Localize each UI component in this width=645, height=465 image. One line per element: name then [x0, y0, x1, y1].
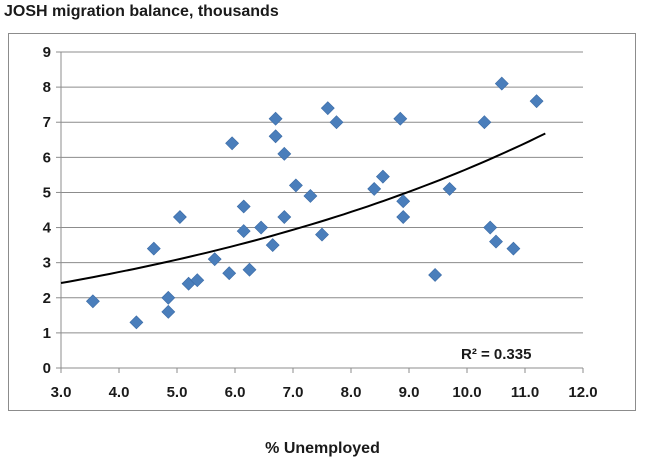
- y-tick-label: 1: [43, 325, 51, 342]
- data-point: [222, 266, 237, 281]
- data-point: [428, 268, 443, 282]
- data-point: [303, 189, 318, 203]
- data-point: [236, 199, 251, 214]
- axes: [56, 51, 584, 373]
- x-tick-label: 4.0: [109, 384, 130, 401]
- data-point: [236, 224, 251, 238]
- data-point: [315, 227, 329, 242]
- y-tick-label: 2: [43, 290, 51, 307]
- x-tick-label: 10.0: [452, 384, 481, 401]
- data-point: [242, 262, 257, 277]
- data-point: [265, 238, 280, 253]
- data-point: [506, 241, 521, 256]
- y-tick-label: 3: [43, 255, 51, 272]
- data-point: [161, 304, 176, 319]
- data-point: [489, 234, 503, 249]
- y-tick-label: 7: [43, 114, 51, 131]
- x-tick-label: 9.0: [399, 384, 420, 401]
- data-point: [268, 111, 283, 126]
- y-tick-label: 5: [43, 184, 51, 201]
- data-point: [442, 182, 457, 196]
- y-tick-label: 6: [43, 149, 51, 166]
- data-point: [396, 210, 411, 224]
- data-point: [329, 115, 344, 130]
- data-point: [367, 182, 382, 196]
- y-tick-label: 9: [43, 44, 51, 61]
- data-point: [320, 101, 335, 116]
- x-tick-label: 8.0: [341, 384, 362, 401]
- x-tick-label: 5.0: [167, 384, 188, 401]
- y-tick-label: 8: [43, 79, 51, 96]
- data-point: [393, 111, 408, 126]
- data-point: [161, 290, 176, 305]
- data-point: [254, 220, 269, 235]
- data-point: [146, 241, 161, 256]
- trendline: [60, 132, 546, 284]
- data-point: [190, 273, 205, 288]
- data-point: [483, 220, 498, 235]
- data-points: [85, 76, 544, 330]
- y-tick-label: 4: [43, 220, 52, 237]
- x-tick-label: 12.0: [568, 384, 597, 401]
- data-point: [477, 115, 492, 130]
- data-point: [375, 169, 390, 184]
- data-point: [277, 210, 292, 224]
- data-point: [85, 294, 100, 309]
- data-point: [207, 252, 222, 267]
- x-tick-label: 11.0: [511, 384, 539, 401]
- data-point: [129, 315, 144, 330]
- chart-title: JOSH migration balance, thousands: [4, 3, 279, 20]
- y-tick-label: 0: [43, 360, 51, 377]
- data-point: [225, 136, 240, 151]
- data-point: [268, 129, 283, 144]
- data-point: [288, 178, 303, 193]
- data-point: [529, 94, 544, 109]
- x-tick-label: 6.0: [225, 384, 246, 401]
- x-tick-label: 3.0: [51, 384, 72, 401]
- x-axis-title: % Unemployed: [265, 440, 380, 457]
- data-point: [172, 210, 187, 224]
- gridlines: [61, 51, 583, 334]
- tick-labels: 0 1 2 3 4 5 6 7 8 9 3.0 4.0 5.0 6.0 7.0 8.0 9.0 10.0 11.0 1…: [43, 44, 598, 401]
- data-point: [277, 146, 292, 161]
- data-point: [494, 76, 509, 91]
- x-tick-label: 7.0: [283, 384, 304, 401]
- r-squared-label: R² = 0.335: [461, 346, 531, 363]
- data-point: [396, 194, 411, 209]
